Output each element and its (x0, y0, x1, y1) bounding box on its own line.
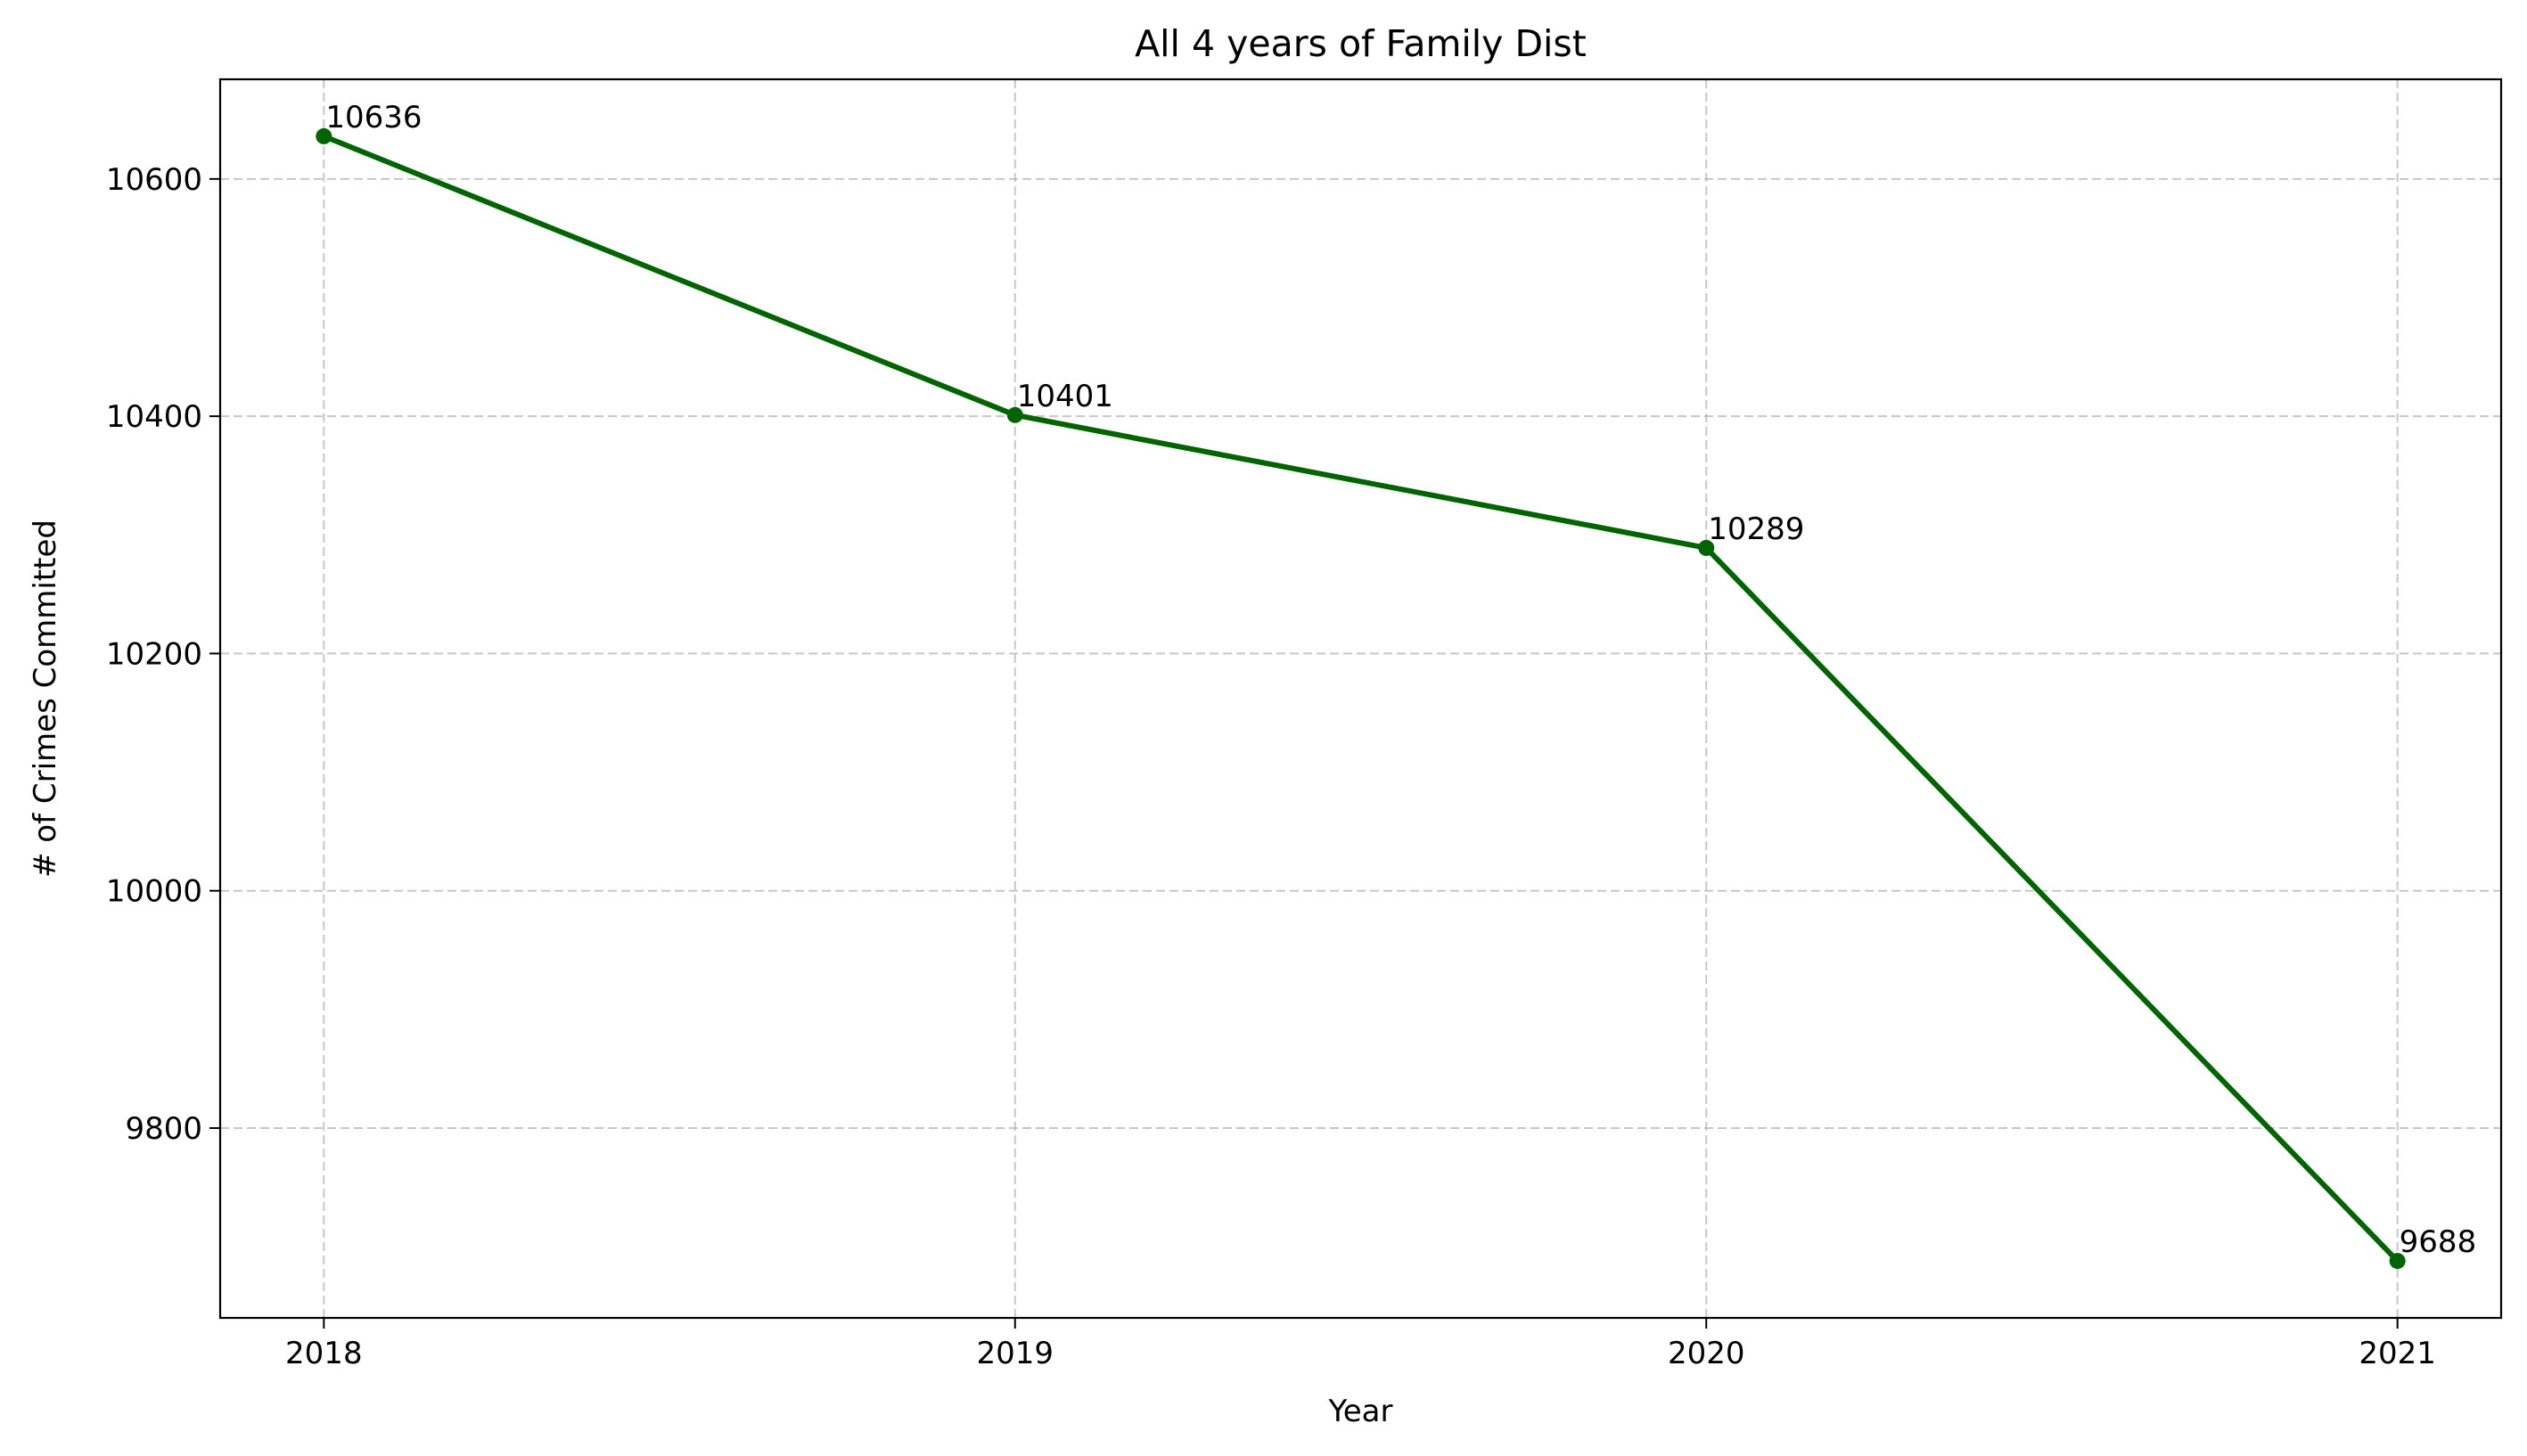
data-labels: 10636 10401 10289 9688 (325, 100, 2476, 1260)
chart-title: All 4 years of Family Dist (1135, 22, 1587, 65)
x-axis-label: Year (1328, 1394, 1393, 1429)
data-label: 9688 (2400, 1224, 2477, 1260)
data-point (1698, 539, 1715, 556)
axis-ticks: 2018 2019 2020 2021 9800 10000 10200 10400 10600 (106, 162, 2436, 1371)
data-label: 10401 (1017, 379, 1113, 414)
x-tick-label: 2020 (1668, 1336, 1745, 1371)
y-axis-label: # of Crimes Committed (28, 519, 63, 878)
series-layer (316, 127, 2406, 1270)
grid (220, 79, 2501, 1318)
x-tick-label: 2019 (977, 1336, 1054, 1371)
y-tick-label: 10600 (106, 162, 202, 198)
data-label: 10289 (1708, 511, 1804, 547)
y-tick-label: 10400 (106, 399, 202, 435)
plot-area-frame (218, 78, 2503, 1320)
data-point (1006, 406, 1023, 423)
y-tick-label: 10000 (106, 874, 202, 910)
data-point (316, 127, 332, 144)
x-tick-label: 2021 (2359, 1336, 2436, 1371)
y-tick-label: 9800 (125, 1111, 202, 1147)
data-point (2389, 1253, 2406, 1270)
y-tick-label: 10200 (106, 636, 202, 672)
series-line (321, 133, 2400, 1264)
x-tick-label: 2018 (285, 1336, 363, 1371)
data-label: 10636 (325, 100, 422, 135)
